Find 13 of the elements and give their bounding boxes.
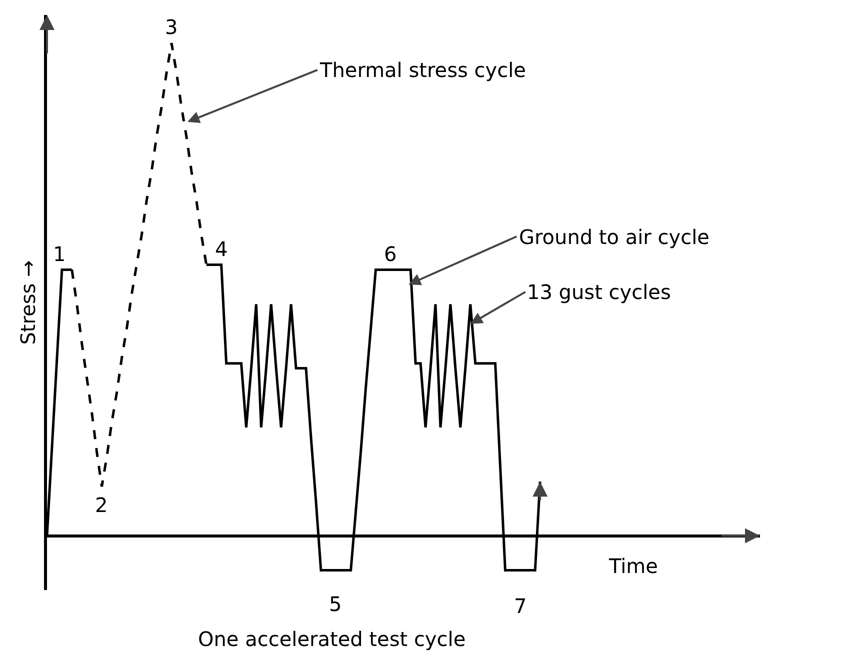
annotation: 6 (384, 242, 397, 266)
annotation: Thermal stress cycle (319, 58, 526, 82)
annotation: 7 (514, 594, 527, 618)
annotation: 2 (95, 493, 108, 517)
annotation: 13 gust cycles (527, 280, 671, 304)
annotation: 1 (53, 242, 66, 266)
annotation: 4 (215, 237, 228, 261)
annotation: 3 (165, 15, 178, 39)
annotation: 5 (329, 592, 342, 616)
x-axis-title: Time (608, 554, 658, 578)
annotation: Ground to air cycle (519, 225, 710, 249)
y-axis-title: Stress → (16, 260, 40, 345)
text: One accelerated test cycle (198, 627, 466, 651)
